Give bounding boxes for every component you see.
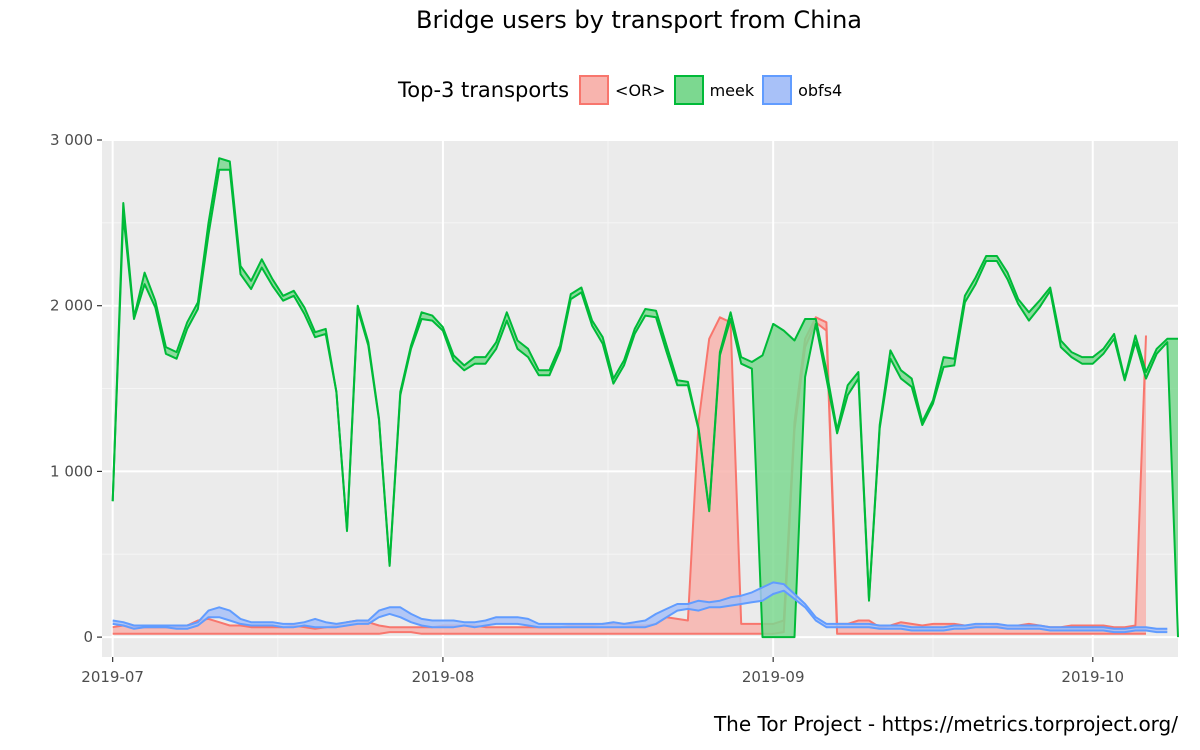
legend-item-obfs4: obfs4 (762, 75, 846, 105)
y-tick-label: 3 000 (50, 131, 93, 149)
chart-title: Bridge users by transport from China (416, 6, 862, 34)
plot-panel (102, 140, 1178, 657)
legend-key-meek (673, 75, 704, 105)
legend-title: Top-3 transports (398, 78, 570, 102)
legend-label-or: <OR> (615, 80, 666, 100)
y-tick-label: 0 (83, 628, 93, 646)
y-tick-label: 1 000 (50, 462, 93, 480)
caption: The Tor Project - https://metrics.torpro… (713, 712, 1178, 736)
legend-label-obfs4: obfs4 (798, 80, 843, 100)
x-tick-label: 2019-09 (742, 668, 805, 686)
series-upper-line-obfs4 (112, 581, 1168, 630)
legend-label-meek: meek (709, 80, 755, 100)
legend-item-meek: meek (673, 75, 759, 105)
series-lower-line-or (112, 321, 1146, 635)
series-upper-line-meek (111, 157, 1178, 600)
series-lower-line-meek (111, 168, 1179, 639)
legend-key-or (579, 75, 610, 105)
legend-item-or: <OR> (579, 75, 670, 105)
x-tick-label: 2019-10 (1061, 668, 1124, 686)
legend-key-obfs4 (762, 75, 793, 105)
x-tick-label: 2019-08 (412, 668, 475, 686)
series-lower-line-obfs4 (112, 589, 1168, 634)
legend: Top-3 transports <OR> meek obfs4 (398, 70, 850, 110)
y-tick-label: 2 000 (50, 297, 93, 315)
x-tick-label: 2019-07 (81, 668, 144, 686)
